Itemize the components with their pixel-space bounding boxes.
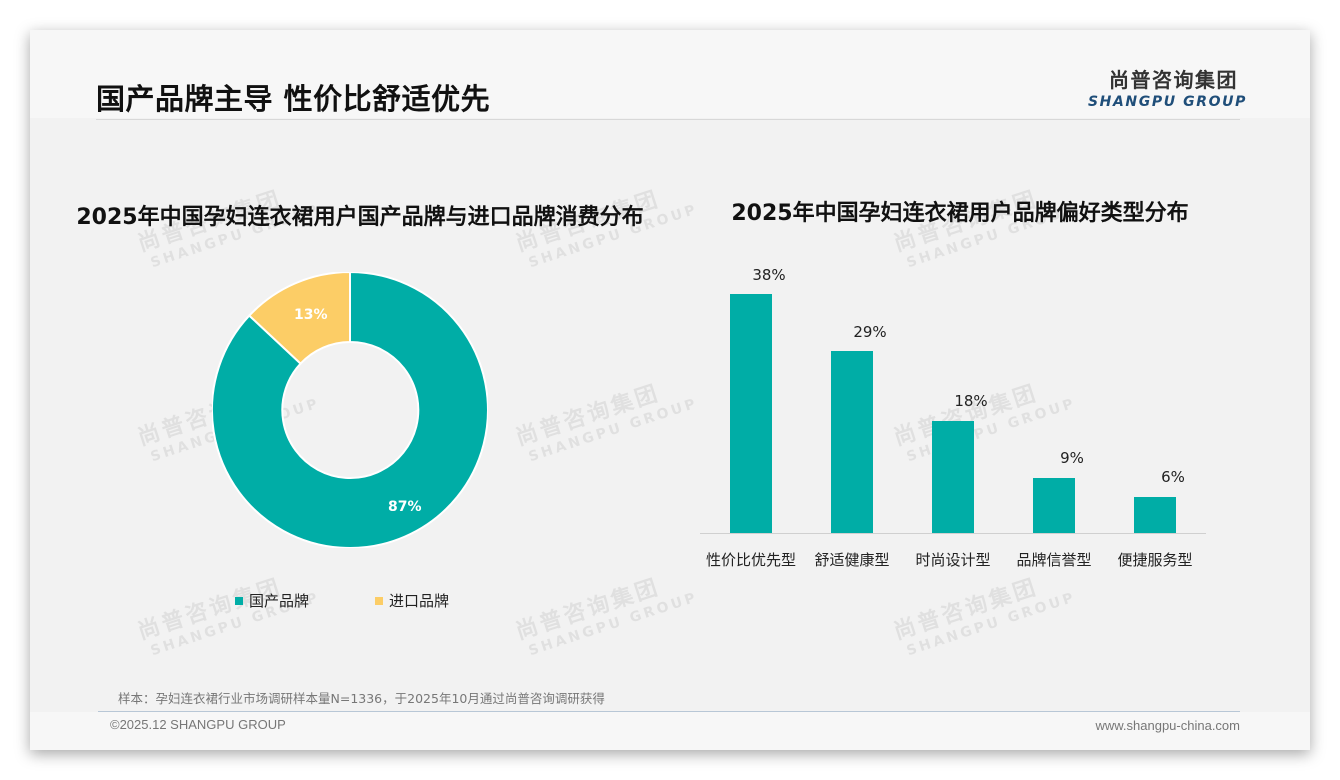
slide: 尚普咨询集团 SHANGPU GROUP 尚普咨询集团 SHANGPU GROUP … [30,30,1310,750]
bar-value: 18% [954,392,988,410]
page-title: 国产品牌主导 性价比舒适优先 [96,82,491,116]
donut-chart-svg [210,270,489,549]
logo-text-en: SHANGPU GROUP [1088,94,1247,110]
donut-label-import: 13% [294,307,328,323]
donut-legend: 国产品牌 进口品牌 [235,590,449,611]
footer-divider [98,711,1240,712]
donut-slice-import [247,270,351,366]
header-divider [96,119,1240,120]
logo-text-cn: 尚普咨询集团 [1109,68,1238,92]
bar-fashion-design [932,421,974,533]
legend-item-domestic: 国产品牌 [235,590,309,611]
watermark: 尚普咨询集团 SHANGPU GROUP [512,574,701,660]
bar-category-label: 性价比优先型 [705,551,796,569]
donut-label-domestic: 87% [388,499,422,515]
bar-category-label: 便捷服务型 [1117,551,1193,569]
bar-chart: 38% 29% 18% 9% 6% 性价比优先型 舒适健康型 时尚设计型 品牌信… [700,260,1206,580]
bar-brand-reputation [1033,478,1075,533]
legend-swatch-icon [235,596,243,605]
legend-item-import: 进口品牌 [375,590,449,611]
bar-value: 38% [752,266,786,284]
bar-price-first [730,294,772,533]
copyright-text: ©2025.12 SHANGPU GROUP [110,717,286,732]
legend-label: 国产品牌 [249,592,310,610]
bar-category-label: 品牌信誉型 [1016,551,1092,569]
bar-comfort-health [831,351,873,533]
bar-chart-title: 2025年中国孕妇连衣裙用户品牌偏好类型分布 [731,201,1189,226]
legend-label: 进口品牌 [389,592,450,610]
company-logo: 尚普咨询集团 SHANGPU GROUP [1088,64,1247,110]
bar-value: 29% [853,323,887,341]
bar-convenient-service [1134,497,1176,533]
website-link[interactable]: www.shangpu-china.com [1095,718,1240,733]
bar-category-label: 舒适健康型 [814,551,890,569]
header-band [30,30,1310,118]
x-axis-line [700,533,1206,534]
donut-chart: 13% 87% [210,270,489,549]
sample-note: 样本：孕妇连衣裙行业市场调研样本量N=1336，于2025年10月通过尚普咨询调… [118,691,605,706]
bar-value: 6% [1161,468,1185,486]
watermark: 尚普咨询集团 SHANGPU GROUP [512,380,701,466]
footer-band [30,712,1310,750]
legend-swatch-icon [375,596,384,605]
donut-chart-title: 2025年中国孕妇连衣裙用户国产品牌与进口品牌消费分布 [76,205,644,230]
bar-value: 9% [1060,449,1084,467]
bar-category-label: 时尚设计型 [915,551,991,569]
donut-slice-domestic [210,270,489,549]
